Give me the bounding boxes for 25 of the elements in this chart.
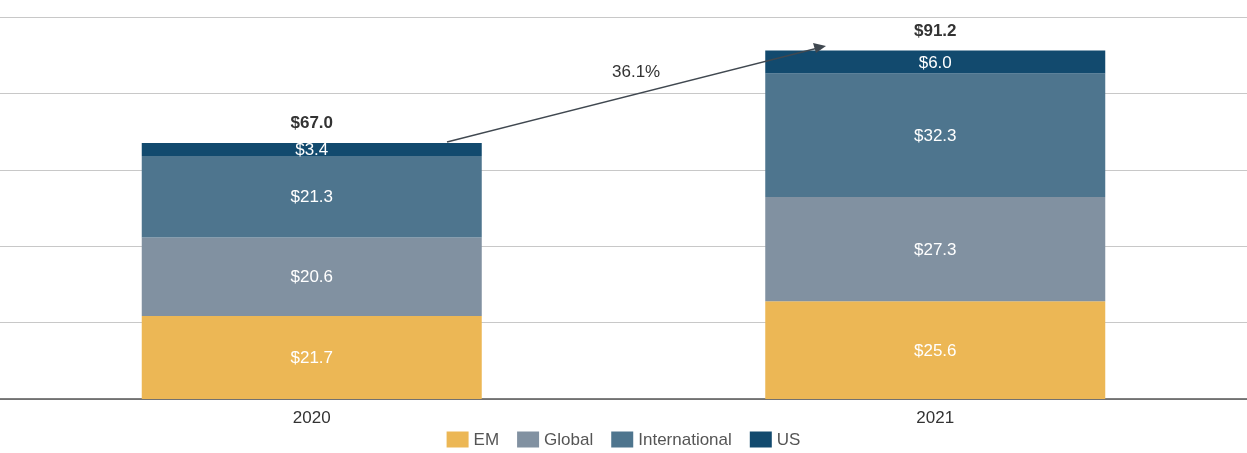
data-label: $20.6 (290, 267, 334, 287)
legend-label: EM (473, 430, 500, 449)
annotation: 36.1% (612, 62, 661, 81)
data-label: $21.3 (290, 187, 334, 207)
bar (141, 237, 482, 317)
bar (765, 196, 1106, 302)
data-label: $25.6 (913, 340, 957, 360)
total-label: $67.0 (290, 113, 334, 133)
bar (765, 301, 1106, 399)
bar (765, 73, 1106, 197)
x-tick-label: 2021 (916, 408, 955, 427)
legend-label: Global (544, 430, 594, 449)
total-label: $91.2 (913, 20, 957, 40)
data-label: $6.0 (918, 52, 952, 72)
bar (765, 50, 1106, 74)
legend-label: International (638, 430, 732, 449)
bar (141, 316, 482, 399)
data-label: $3.4 (295, 140, 329, 160)
x-tick-label: 2020 (292, 408, 331, 427)
legend-label: US (776, 430, 801, 449)
data-label: $32.3 (913, 125, 957, 145)
data-label: $21.7 (290, 348, 334, 368)
bar (141, 156, 482, 238)
bar (141, 143, 482, 157)
data-label: $27.3 (913, 239, 957, 259)
